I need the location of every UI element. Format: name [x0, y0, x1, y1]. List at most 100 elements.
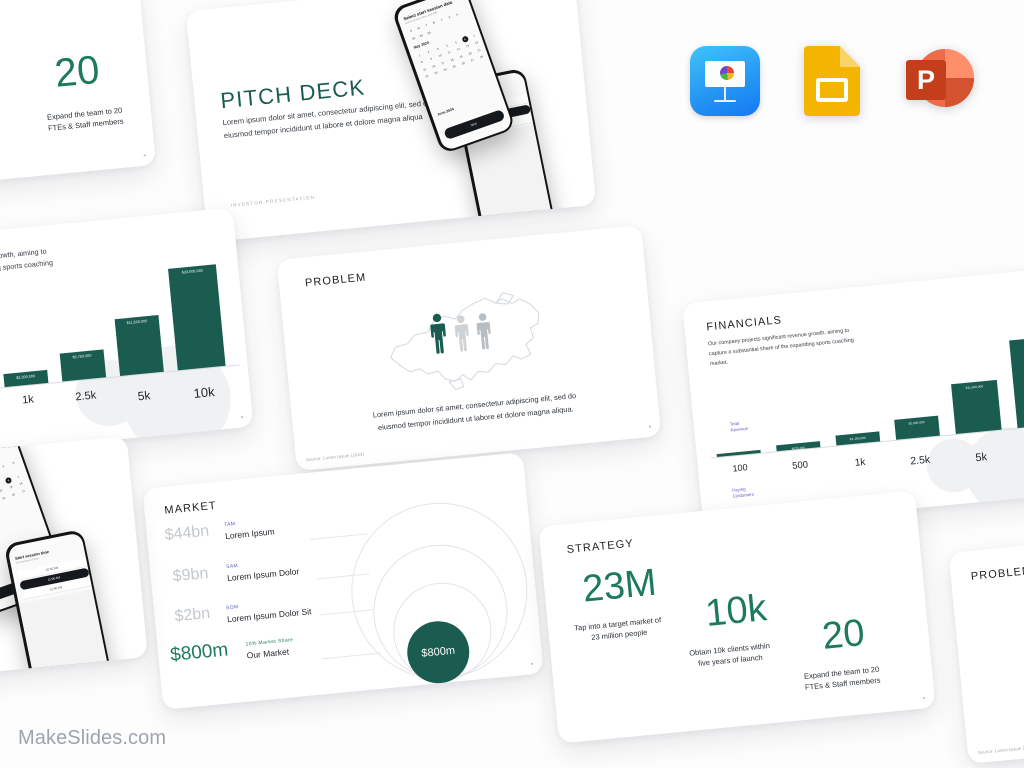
- market-row: $44bn: [164, 523, 210, 545]
- leader-line: [309, 533, 368, 540]
- market-row: $800m: [169, 639, 229, 666]
- slide-financials-partial[interactable]: ue growth, aiming to nding sports coachi…: [0, 207, 254, 469]
- chart-bar: $11,500,000: [951, 379, 1002, 435]
- financials-title: FINANCIALS: [705, 314, 783, 334]
- map-icon: [390, 291, 540, 391]
- chart-bar-label: $230,000: [732, 453, 746, 460]
- phone-calendar-grid[interactable]: S M T W T F S 28 29 30 1: [0, 458, 30, 516]
- calendar-day[interactable]: 27: [470, 57, 475, 63]
- slide-page-dot: ●: [648, 423, 652, 431]
- calendar-day[interactable]: 21: [21, 488, 26, 494]
- calendar-day[interactable]: 24: [442, 67, 448, 73]
- calendar-day[interactable]: 28: [479, 54, 484, 60]
- region-map-outline: [377, 279, 566, 402]
- person-icon-muted: [453, 314, 472, 358]
- weekday-cell: S: [455, 11, 459, 17]
- chart-category-label: 1k: [21, 393, 35, 407]
- calendar-day[interactable]: [2, 469, 10, 477]
- calendar-day[interactable]: 26: [461, 60, 466, 66]
- calendar-day[interactable]: 19: [1, 495, 6, 501]
- calendar-day[interactable]: 28: [411, 35, 416, 41]
- leader-line: [321, 652, 382, 660]
- chart-category-label: 1k: [854, 456, 866, 469]
- phone-front-screen: Select start session date Select session…: [394, 0, 513, 152]
- slide-page-dot: ●: [142, 152, 147, 159]
- keynote-stand-shape: [724, 87, 726, 101]
- microsoft-powerpoint-icon[interactable]: P: [904, 46, 974, 116]
- calendar-day[interactable]: 23: [433, 70, 439, 76]
- slide-problem-center[interactable]: PROBLEM: [276, 224, 662, 472]
- calendar-day[interactable]: 30: [426, 30, 432, 35]
- strategy-stat-value: 20: [820, 611, 867, 658]
- phone-back-primary-button[interactable]: [489, 213, 552, 237]
- weekday-cell: T: [424, 22, 428, 28]
- slide-phone-mockups-partial[interactable]: Select start session date Select session…: [0, 435, 148, 691]
- chart-bar-label: $575,000: [791, 445, 806, 451]
- market-row-name: Lorem Ipsum: [224, 526, 276, 542]
- phone-mockup-front: Select start session date Select session…: [391, 0, 516, 155]
- weekday-cell: S: [409, 28, 413, 33]
- google-slides-icon[interactable]: [804, 46, 860, 116]
- powerpoint-letter-glyph: P: [906, 60, 946, 100]
- chart-bar-label: $2,300,000: [16, 373, 36, 380]
- person-icon: [454, 315, 469, 352]
- market-row-detail: TAM Lorem Ipsum: [224, 517, 275, 541]
- phone-mockup-time: Start session time Set duration of time …: [3, 528, 117, 691]
- pitch-deck-footer: INVESTOR PRESENTATION: [230, 194, 316, 208]
- chart-bar-label: $23,000,000: [181, 268, 204, 275]
- chart-bar-label: $2,300,000: [908, 419, 925, 426]
- person-icon: [430, 313, 446, 354]
- slides-page-fold-shape: [840, 46, 860, 67]
- chart-bar: $23,000,000: [1009, 335, 1024, 429]
- weekday-cell: M: [416, 25, 421, 30]
- slide-page-dot: ●: [240, 414, 244, 421]
- market-bubble-label: $800m: [420, 644, 456, 660]
- chart-bar: $1,150,000: [835, 431, 881, 446]
- market-row: $9bn: [172, 565, 209, 586]
- powerpoint-circle-dark-shape: [945, 78, 974, 107]
- chart-bar-label: $5,750,000: [72, 353, 92, 359]
- chart-bar-label: $1,150,000: [849, 435, 866, 441]
- slide-problem-right[interactable]: PROBLEM Source: Lorem Ipsum (2024): [948, 524, 1024, 764]
- problem-right-title: PROBLEM: [970, 564, 1024, 583]
- phone-time-list-area: [18, 588, 112, 691]
- site-watermark: MakeSlides.com: [18, 727, 167, 749]
- phone-front-calendar-grid[interactable]: 1 2 3 4 5 6 7 8 9 10 11 12 13 14: [416, 31, 488, 80]
- person-icon: [476, 313, 491, 350]
- chart-category-label: 500: [791, 459, 809, 472]
- financials-x-axis-label-line2: Customers: [732, 491, 755, 499]
- slide-market[interactable]: MARKET $44bn TAM Lorem Ipsum $9bn SAM Lo…: [142, 452, 544, 710]
- market-row-amount: $9bn: [171, 564, 210, 586]
- keynote-icon-body: [690, 46, 760, 116]
- export-format-icons: P: [690, 38, 990, 124]
- market-row-amount: $44bn: [163, 522, 210, 544]
- calendar-day[interactable]: 22: [424, 73, 430, 79]
- strategy-stat-value: 23M: [580, 561, 659, 611]
- slide-financials[interactable]: FINANCIALS Our company projects signific…: [682, 265, 1024, 529]
- problem-center-source: Source: Lorem Ipsum (2024): [305, 451, 365, 463]
- strategy-title: STRATEGY: [566, 537, 635, 556]
- slide-strategy-partial[interactable]: 10k s within nch 20 Expand the team to 2…: [0, 0, 157, 191]
- weekday-cell: F: [447, 14, 451, 19]
- phone-front-next-button[interactable]: Next: [442, 108, 505, 140]
- keynote-base-shape: [714, 100, 736, 102]
- financials-y-axis-label-line2: Revenue: [730, 425, 749, 433]
- chart-bar: $5,750,000: [59, 349, 107, 382]
- calendar-day[interactable]: 25: [452, 64, 457, 69]
- market-row-amount: $800m: [169, 639, 230, 666]
- slide-strategy[interactable]: STRATEGY 23M Tap into a target market of…: [538, 490, 936, 744]
- chart-category-label: 100: [732, 462, 749, 474]
- chart-bar-label: $11,500,000: [965, 383, 984, 390]
- apple-keynote-icon[interactable]: [690, 46, 760, 116]
- strategy-partial-stat2-value: 20: [52, 47, 102, 96]
- calendar-day[interactable]: 20: [11, 492, 16, 497]
- financials-partial-body-b: nding sports coaching: [0, 257, 54, 274]
- problem-center-title: PROBLEM: [304, 271, 367, 290]
- market-row-detail: 10% Market Share Our Market: [245, 637, 294, 660]
- weekday-cell: W: [431, 19, 436, 25]
- person-icon-muted: [475, 312, 494, 356]
- slide-pitch-deck[interactable]: PITCH DECK Lorem ipsum dolor sit amet, c…: [185, 0, 597, 243]
- calendar-day[interactable]: 29: [419, 32, 424, 38]
- slide-page-dot: ●: [922, 695, 926, 702]
